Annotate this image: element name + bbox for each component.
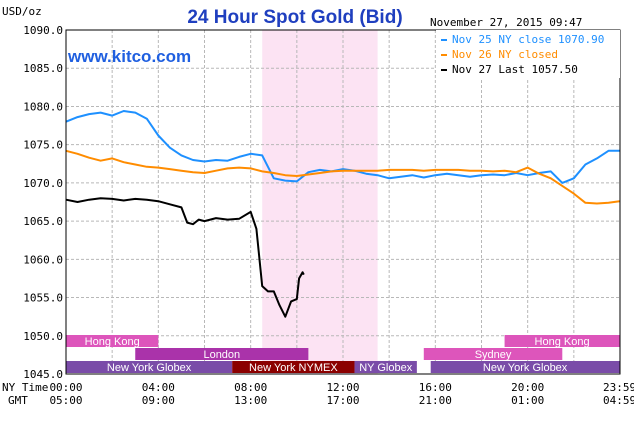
y-axis-unit: USD/oz xyxy=(2,5,42,18)
x-tick-label: 16:00 xyxy=(419,381,452,394)
y-tick-label: 1045.0 xyxy=(23,368,63,381)
session-bar xyxy=(354,361,417,373)
legend-swatch xyxy=(441,54,447,56)
y-tick-label: 1085.0 xyxy=(23,62,63,75)
session-bar xyxy=(504,335,620,347)
y-tick-label: 1060.0 xyxy=(23,253,63,266)
y-tick-label: 1050.0 xyxy=(23,330,63,343)
x-tick-label: 04:00 xyxy=(142,381,175,394)
session-bar xyxy=(423,348,563,360)
session-label: New York NYMEX xyxy=(249,362,338,374)
session-label: Hong Kong xyxy=(85,336,140,348)
x-tick-label: 08:00 xyxy=(234,381,267,394)
session-label: Hong Kong xyxy=(535,336,590,348)
y-tick-label: 1090.0 xyxy=(23,24,63,37)
legend-swatch xyxy=(441,39,447,41)
x-tick-label: 23:59 xyxy=(603,381,634,394)
session-bar xyxy=(66,361,233,373)
plot-frame xyxy=(65,29,621,375)
legend-box xyxy=(436,30,620,78)
session-label: New York Globex xyxy=(107,362,192,374)
x-axis-label: NY Time xyxy=(2,381,48,394)
x2-tick-label: 09:00 xyxy=(142,394,175,407)
legend-entry: Nov 26 NY closed xyxy=(452,48,558,61)
session-label: London xyxy=(203,349,240,361)
website-label: www.kitco.com xyxy=(67,47,191,66)
x-tick-label: 12:00 xyxy=(326,381,359,394)
x-tick-label: 20:00 xyxy=(511,381,544,394)
y-tick-label: 1070.0 xyxy=(23,177,63,190)
series-line-1 xyxy=(65,110,620,184)
x2-tick-label: 13:00 xyxy=(234,394,267,407)
legend-swatch xyxy=(441,69,447,71)
x2-tick-label: 17:00 xyxy=(326,394,359,407)
session-bar xyxy=(66,335,159,347)
legend-entry: Nov 27 Last 1057.50 xyxy=(452,63,578,76)
series-line-3 xyxy=(65,197,305,318)
x2-axis-label: GMT xyxy=(8,394,28,407)
y-tick-label: 1055.0 xyxy=(23,292,63,305)
session-bar xyxy=(135,348,309,360)
x2-tick-label: 04:59 xyxy=(603,394,634,407)
chart-title: 24 Hour Spot Gold (Bid) xyxy=(187,7,402,28)
legend-entry: Nov 25 NY close 1070.90 xyxy=(452,33,604,46)
x2-axis-ticks: 05:00 09:00 13:00 17:00 21:00 01:00 04:59 xyxy=(49,394,634,407)
session-label: Sydney xyxy=(475,349,512,361)
x2-tick-label: 05:00 xyxy=(49,394,82,407)
timestamp: November 27, 2015 09:47 xyxy=(430,16,582,29)
session-label: NY Globex xyxy=(359,362,412,374)
y-tick-label: 1080.0 xyxy=(23,100,63,113)
session-bar xyxy=(232,361,355,373)
price-series xyxy=(65,110,620,318)
series-line-2 xyxy=(65,149,620,205)
y-tick-label: 1065.0 xyxy=(23,215,63,228)
chart-legend: Nov 25 NY close 1070.90 Nov 26 NY closed N… xyxy=(436,30,620,78)
x-axis-ticks: 00:00 04:00 08:00 12:00 16:00 20:00 23:59 xyxy=(49,381,634,394)
session-bar xyxy=(430,361,620,373)
session-label: New York Globex xyxy=(483,362,568,374)
x2-tick-label: 21:00 xyxy=(419,394,452,407)
x-tick-label: 00:00 xyxy=(49,381,82,394)
y-axis-ticks: 1090.0 1085.0 1080.0 1075.0 1070.0 1065.0 1060… xyxy=(23,24,63,381)
x2-tick-label: 01:00 xyxy=(511,394,544,407)
ny-session-highlight xyxy=(262,30,378,374)
y-tick-label: 1075.0 xyxy=(23,139,63,152)
